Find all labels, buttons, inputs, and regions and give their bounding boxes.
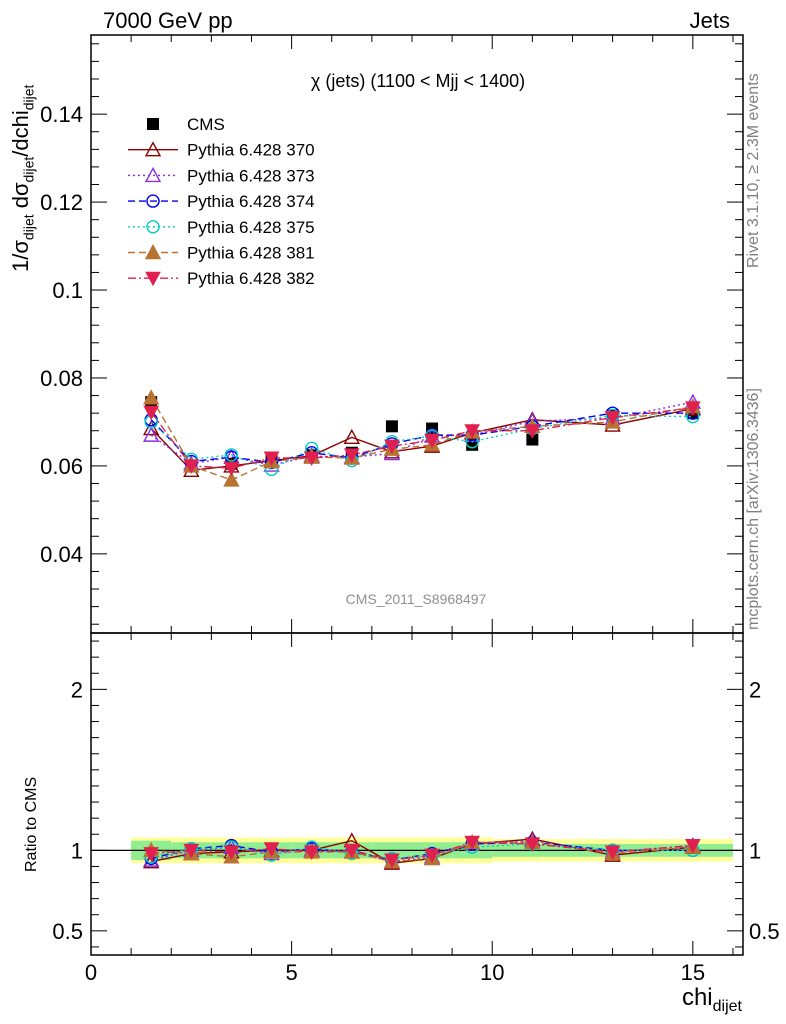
ratio-y-tick-label-right: 0.5 <box>749 919 780 944</box>
x-axis-label: chidijet <box>682 986 742 1015</box>
ratio-data-point <box>303 845 320 861</box>
data-point <box>384 439 400 455</box>
chart-title: χ (jets) (1100 < Mjj < 1400) <box>311 71 525 91</box>
analysis-watermark: CMS_2011_S8968497 <box>346 591 487 607</box>
legend-marker <box>145 271 161 287</box>
x-tick-label: 10 <box>480 960 504 985</box>
legend-item: Pythia 6.428 373 <box>128 166 315 185</box>
series-line <box>150 407 693 469</box>
main-y-tick-label: 0.04 <box>40 542 83 567</box>
x-tick-label: 5 <box>285 960 297 985</box>
ratio-data-point <box>183 843 200 859</box>
ratio-y-tick-label-left: 2 <box>71 677 83 702</box>
series-line <box>150 414 693 471</box>
ratio-data-point <box>524 837 541 852</box>
legend-marker <box>146 220 160 234</box>
main-y-ticks <box>91 43 743 625</box>
data-point <box>464 424 481 439</box>
ratio-y-tick-label-left: 1 <box>71 838 83 863</box>
data-point <box>143 405 160 421</box>
legend-item: CMS <box>147 115 225 134</box>
legend-item: Pythia 6.428 375 <box>128 218 315 237</box>
legend-marker <box>144 244 162 260</box>
data-point <box>385 420 398 433</box>
ratio-y-tick-label-right: 1 <box>749 838 761 863</box>
ratio-y-ticks <box>91 640 743 948</box>
beam-label: 7000 GeV pp <box>103 8 233 33</box>
observable-label: Jets <box>689 8 730 33</box>
data-point <box>526 433 539 446</box>
ratio-y-tick-label-left: 0.5 <box>52 919 83 944</box>
main-y-tick-label: 0.1 <box>52 278 83 303</box>
main-y-tick-label: 0.12 <box>40 190 83 215</box>
legend-label: CMS <box>187 115 225 134</box>
legend-marker <box>144 166 162 183</box>
ratio-series-pythia-6-428-382 <box>143 835 701 869</box>
data-point <box>343 448 360 463</box>
data-point <box>343 428 360 445</box>
data-point <box>524 424 541 439</box>
ratio-data-point <box>223 845 240 861</box>
data-point <box>303 451 320 467</box>
data-point <box>223 471 240 487</box>
data-point <box>685 401 701 416</box>
legend-item: Pythia 6.428 370 <box>128 141 315 160</box>
ratio-data-point <box>143 851 160 867</box>
legend-label: Pythia 6.428 382 <box>187 269 315 288</box>
legend-label: Pythia 6.428 373 <box>187 166 315 185</box>
series-pythia-6-428-382 <box>143 401 701 477</box>
data-point <box>223 461 240 477</box>
x-tick-label: 15 <box>681 960 705 985</box>
legend-item: Pythia 6.428 382 <box>128 269 315 288</box>
x-label-part: chi <box>681 984 713 1011</box>
ratio-data-point <box>424 848 440 864</box>
legend-marker <box>144 141 162 157</box>
ratio-data-point <box>384 853 400 869</box>
legend-marker <box>147 118 159 130</box>
data-point <box>224 448 239 462</box>
data-point <box>183 459 200 474</box>
data-point <box>143 426 160 442</box>
data-point <box>424 433 440 449</box>
x-label-subscript: dijet <box>712 997 742 1015</box>
series-line <box>150 401 693 466</box>
series-line <box>150 397 693 481</box>
ratio-data-point <box>343 843 360 859</box>
legend-item: Pythia 6.428 381 <box>128 244 315 263</box>
ratio-series-line <box>151 839 693 863</box>
ratio-data-point <box>685 839 701 854</box>
data-point <box>263 451 280 467</box>
legend-label: Pythia 6.428 374 <box>187 192 315 211</box>
legend-label: Pythia 6.428 370 <box>187 141 315 160</box>
x-ticks <box>90 35 734 955</box>
ratio-data-point <box>143 847 160 862</box>
legend-label: Pythia 6.428 375 <box>187 218 315 237</box>
data-point <box>143 389 160 405</box>
ratio-plot-frame <box>90 632 744 956</box>
data-point <box>143 420 160 436</box>
series-line <box>150 412 693 464</box>
ratio-data-point <box>263 842 280 857</box>
main-y-tick-label: 0.08 <box>40 366 83 391</box>
x-tick-label: 0 <box>85 960 97 985</box>
ratio-y-tick-label-right: 2 <box>749 677 761 702</box>
legend-marker <box>146 194 160 208</box>
legend-label: Pythia 6.428 381 <box>187 244 315 263</box>
data-point <box>604 411 621 426</box>
main-y-tick-label: 0.14 <box>40 102 83 127</box>
ratio-data-point <box>604 845 621 861</box>
legend: CMS Pythia 6.428 370 Pythia 6.428 373 Pythi… <box>128 115 315 288</box>
ratio-series-line <box>151 841 693 863</box>
legend-item: Pythia 6.428 374 <box>128 192 315 211</box>
ratio-data-point <box>464 835 481 851</box>
main-y-tick-label: 0.06 <box>40 454 83 479</box>
